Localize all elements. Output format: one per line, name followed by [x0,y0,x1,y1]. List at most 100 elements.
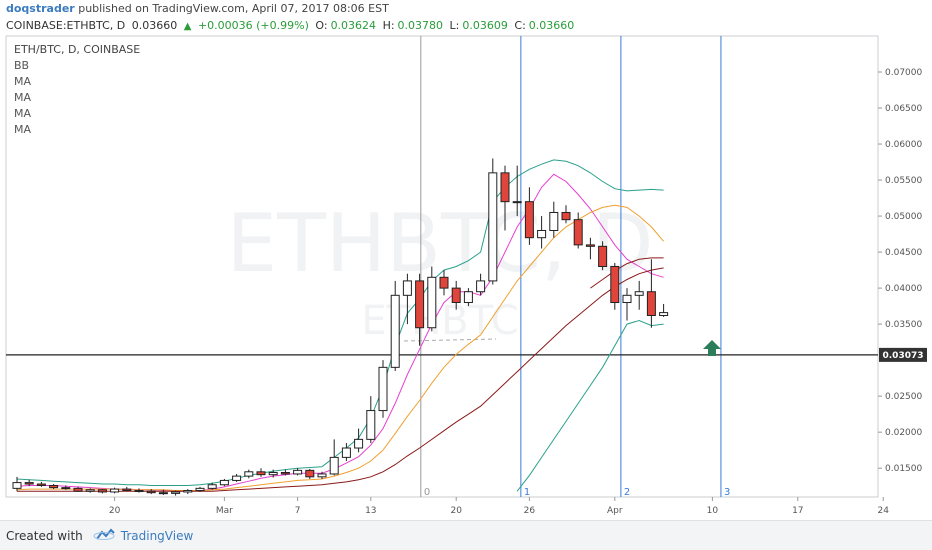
candle [305,468,315,479]
candle [366,396,376,443]
x-tick-label: 7 [295,506,301,516]
vertical-marker-label: 1 [524,487,530,498]
candle [134,488,144,493]
x-tick-label: 17 [792,506,803,516]
y-axis: 0.07000 0.06500 0.06000 0.05500 0.05000 0.045… [878,68,922,474]
candle [659,303,669,317]
candle [537,216,547,249]
price-label: 0.03073 [879,347,927,362]
y-tick-label: 0.07000 [885,68,922,78]
y-tick-label: 0.04500 [885,248,922,258]
change-value: +0.00036 (+0.99%) [197,19,309,32]
y-tick-label: 0.06000 [885,140,922,150]
ma-line-3 [17,267,664,492]
high-label: H: [382,19,395,32]
legend-title: ETH/BTC, D, COINBASE [14,43,140,56]
candle [476,273,486,296]
legend-bb: BB [14,59,29,72]
candle [451,280,461,310]
legend-ma-3: MA [14,107,31,120]
last-price: 0.03660 [131,19,178,32]
candle [97,489,107,494]
x-tick-label: 13 [365,506,376,516]
candle [122,486,132,492]
candle [61,485,71,490]
candle [354,428,364,453]
y-tick-label: 0.02500 [885,392,922,402]
candle [293,468,303,476]
candle [549,201,559,238]
bb-upper-line [16,159,664,486]
candle [500,165,510,231]
high-value: 0.03780 [397,19,444,32]
candle [244,469,254,479]
publisher-name[interactable]: doqstrader [6,2,75,15]
candle [73,486,83,492]
x-tick-label: 10 [707,506,719,516]
watermark-text: ETHBTC, D [227,197,654,290]
candle [183,489,193,495]
candle [158,489,168,495]
tradingview-cloud-icon[interactable] [93,528,115,543]
candle [561,205,571,224]
candle [146,489,156,495]
candle [488,158,498,285]
candle [207,482,217,490]
candle [171,490,181,496]
candle [610,262,620,310]
x-tick-label: Mar [216,506,233,516]
candle [415,273,425,346]
candle [646,259,656,328]
candle [219,478,229,487]
watermark-subtext: ETHBTC [361,298,518,344]
vertical-marker-label: 3 [724,487,730,498]
price-chart[interactable]: ETHBTC, D ETHBTC 0 1 2 3 0.07000 0.06500 0.06… [0,34,932,520]
candle [402,273,412,325]
ma-line-4 [590,257,664,289]
candle [317,471,327,479]
legend-ma-4: MA [14,123,31,136]
x-tick-label: 26 [524,506,536,516]
candle [439,270,449,296]
legend-ma-2: MA [14,91,31,104]
y-tick-label: 0.02000 [885,428,922,438]
y-tick-label: 0.01500 [885,464,922,474]
candle [622,288,632,321]
candle [524,187,534,245]
y-tick-label: 0.03500 [885,320,922,330]
candle [12,476,22,492]
vertical-marker-label: 2 [624,487,630,498]
candle [390,280,400,371]
candle [110,487,120,494]
candle [280,469,290,476]
y-tick-label: 0.04000 [885,284,922,294]
x-tick-label: 24 [877,506,889,516]
candle [598,241,608,271]
candle [427,266,437,332]
created-with-label: Created with [6,528,83,543]
bb-lower-line [516,319,664,492]
candles [12,158,669,496]
y-tick-label: 0.06500 [885,104,922,114]
open-value: 0.03624 [330,19,377,32]
current-price-label: 0.03073 [883,351,924,361]
y-tick-label: 0.05000 [885,212,922,222]
candle [85,488,95,493]
candle [341,442,351,461]
close-label: C: [514,19,526,32]
x-tick-label: 20 [109,506,121,516]
arrow-up-icon [703,340,721,356]
symbol-label: COINBASE:ETHBTC, D [6,19,126,32]
close-value: 0.03660 [528,19,575,32]
legend: ETH/BTC, D, COINBASE BB MA MA MA MA [14,43,140,136]
open-label: O: [315,19,328,32]
x-axis: 20 Mar 7 13 20 26 Apr 10 17 24 [109,497,889,516]
x-tick-label: Apr [607,506,623,516]
vertical-marker-label: 0 [424,487,430,498]
ohlc-bar: COINBASE:ETHBTC, D 0.03660 ▲ +0.00036 (+… [0,17,932,34]
x-tick-label: 20 [450,506,462,516]
publish-bar: doqstrader published on TradingView.com,… [0,0,932,17]
candle [195,486,205,492]
tradingview-brand[interactable]: TradingView [120,528,194,543]
vertical-markers: 0 1 2 3 [420,36,730,498]
